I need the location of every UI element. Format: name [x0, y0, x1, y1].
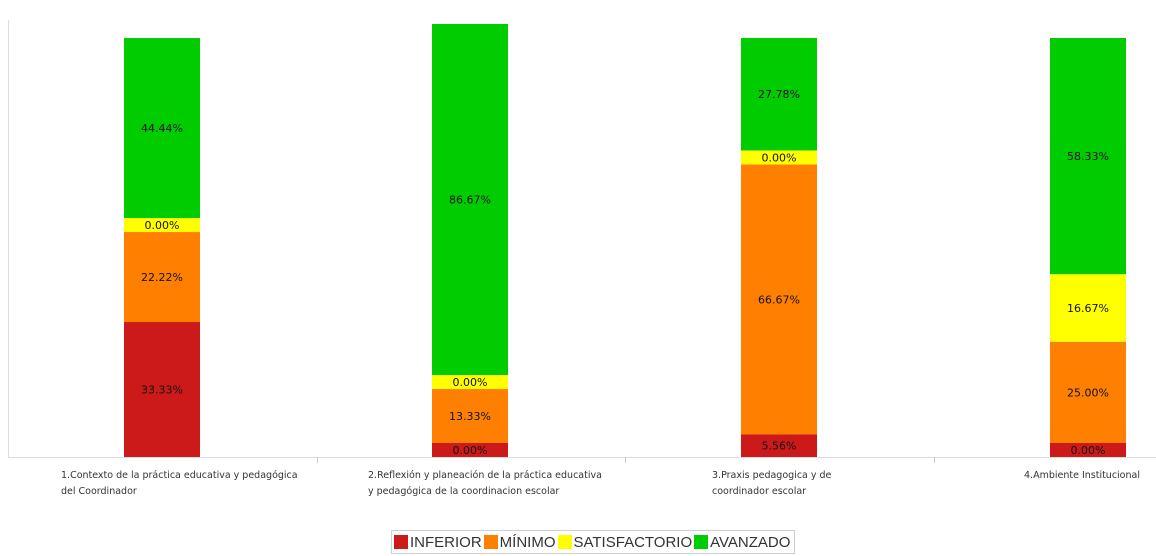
- data-label-satisfactorio-1: 0.00%: [145, 219, 180, 232]
- legend-item-avanzado[interactable]: AVANZADO: [694, 534, 790, 551]
- category-label-4: 4.Ambiente Institucional: [1024, 470, 1140, 481]
- data-label-satisfactorio-4: 16.67%: [1067, 302, 1109, 315]
- data-label-satisfactorio-2: 0.00%: [453, 376, 488, 389]
- legend-item-satisfactorio[interactable]: SATISFACTORIO: [557, 533, 693, 551]
- legend: INFERIOR MÍNIMO SATISFACTORIO AVANZADO: [391, 530, 796, 554]
- data-label-inferior-4: 0.00%: [1071, 444, 1106, 457]
- bar-segment-inferior-2[interactable]: [432, 443, 508, 457]
- data-label-avanzado-2: 86.67%: [449, 194, 491, 207]
- x-axis-ticks: [317, 457, 935, 463]
- legend-swatch-avanzado: [694, 535, 709, 549]
- bar-segment-inferior-3[interactable]: [741, 434, 817, 457]
- data-label-minimo-3: 66.67%: [758, 293, 800, 306]
- legend-swatch-minimo: [483, 535, 498, 549]
- data-label-minimo-2: 13.33%: [449, 410, 491, 423]
- data-label-avanzado-4: 58.33%: [1067, 150, 1109, 163]
- stacked-bar-chart: 33.33% 22.22% 0.00% 44.44% 0.00% 13.33% 0.00% 8…: [8, 20, 1156, 463]
- data-label-inferior-1: 33.33%: [141, 384, 183, 397]
- bar-segment-satisfactorio-1[interactable]: [124, 218, 200, 233]
- bar-segment-avanzado-3[interactable]: [741, 37, 817, 151]
- bar-segment-avanzado-1[interactable]: [124, 38, 200, 219]
- legend-swatch-inferior: [394, 535, 408, 549]
- bar-segment-avanzado-4[interactable]: [1050, 38, 1126, 275]
- data-label-minimo-1: 22.22%: [141, 271, 183, 284]
- legend-item-inferior[interactable]: INFERIOR: [394, 534, 482, 551]
- bar-segment-satisfactorio-2[interactable]: [432, 375, 508, 390]
- category-label-2: 2.Reflexión y planeación de la práctica …: [368, 470, 602, 497]
- legend-label-satisfactorio: SATISFACTORIO: [573, 533, 693, 551]
- bar-segment-minimo-3[interactable]: [741, 164, 817, 435]
- data-label-avanzado-3: 27.78%: [758, 88, 800, 101]
- bar-segment-minimo-4[interactable]: [1050, 341, 1126, 443]
- data-label-inferior-3: 5.56%: [762, 440, 797, 453]
- bar-segment-avanzado-2[interactable]: [432, 24, 508, 376]
- bar-segment-satisfactorio-3[interactable]: [741, 150, 817, 165]
- category-label-1: 1.Contexto de la práctica educativa y pe…: [61, 470, 298, 497]
- bar-segment-inferior-4[interactable]: [1050, 443, 1126, 457]
- legend-label-minimo: MÍNIMO: [499, 533, 556, 551]
- data-label-avanzado-1: 44.44%: [141, 122, 183, 135]
- legend-label-avanzado: AVANZADO: [710, 533, 791, 551]
- category-label-3: 3.Praxis pedagogica y de coordinador esc…: [712, 470, 832, 497]
- legend-item-minimo[interactable]: MÍNIMO: [483, 533, 556, 551]
- bar-segment-inferior-1[interactable]: [124, 322, 200, 457]
- bar-segment-minimo-2[interactable]: [432, 389, 508, 443]
- legend-label-inferior: INFERIOR: [410, 533, 482, 551]
- bar-segment-satisfactorio-4[interactable]: [1050, 274, 1126, 342]
- legend-swatch-satisfactorio: [557, 535, 572, 549]
- data-label-minimo-4: 25.00%: [1067, 386, 1109, 399]
- data-label-satisfactorio-3: 0.00%: [762, 151, 797, 164]
- data-label-inferior-2: 0.00%: [453, 444, 488, 457]
- bar-segment-minimo-1[interactable]: [124, 232, 200, 323]
- bars-group: 33.33% 22.22% 0.00% 44.44% 0.00% 13.33% 0.00% 8…: [124, 24, 1126, 457]
